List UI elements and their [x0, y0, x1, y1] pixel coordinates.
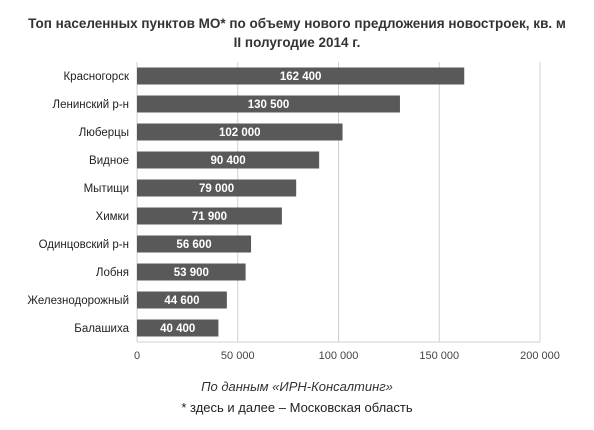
- value-label-5: 71 900: [192, 211, 227, 223]
- footnote: * здесь и далее – Московская область: [181, 400, 413, 415]
- value-label-3: 90 400: [210, 155, 245, 167]
- category-label-0: Красногорск: [63, 71, 129, 83]
- category-label-2: Люберцы: [79, 127, 129, 139]
- x-tick-label-0: 0: [134, 350, 140, 362]
- bar-4: [137, 179, 297, 197]
- bar-1: [137, 95, 400, 113]
- value-label-6: 56 600: [176, 239, 211, 251]
- value-label-7: 53 900: [174, 267, 209, 279]
- category-label-3: Видное: [89, 155, 129, 167]
- chart-title: Топ населенных пунктов МО* по объему нов…: [0, 14, 594, 52]
- category-label-9: Балашиха: [74, 323, 129, 335]
- category-label-4: Мытищи: [84, 183, 129, 195]
- category-label-8: Железнодорожный: [27, 295, 129, 307]
- bar-0: [137, 67, 465, 85]
- category-label-1: Ленинский р-н: [53, 99, 129, 111]
- category-label-7: Лобня: [96, 267, 129, 279]
- bar-5: [137, 207, 282, 225]
- bar-2: [137, 123, 343, 141]
- category-label-5: Химки: [96, 211, 129, 223]
- bar-3: [137, 151, 320, 169]
- x-tick-label-1: 50 000: [221, 350, 255, 362]
- x-tick-label-3: 150 000: [419, 350, 459, 362]
- x-tick-label-4: 200 000: [520, 350, 560, 362]
- bar-9: [137, 319, 219, 337]
- chart-title-line-2: II полугодие 2014 г.: [233, 35, 361, 50]
- value-label-0: 162 400: [280, 71, 322, 83]
- value-label-4: 79 000: [199, 183, 234, 195]
- value-label-1: 130 500: [248, 99, 290, 111]
- bar-6: [137, 235, 252, 253]
- chart-title-line-1: Топ населенных пунктов МО* по объему нов…: [28, 16, 566, 31]
- value-label-9: 40 400: [160, 323, 195, 335]
- value-label-2: 102 000: [219, 127, 261, 139]
- category-label-6: Одинцовский р-н: [39, 239, 129, 251]
- bar-7: [137, 263, 246, 281]
- x-tick-label-2: 100 000: [319, 350, 359, 362]
- bar-8: [137, 291, 227, 309]
- source-note: По данным «ИРН-Консалтинг»: [201, 379, 393, 394]
- value-label-8: 44 600: [164, 295, 199, 307]
